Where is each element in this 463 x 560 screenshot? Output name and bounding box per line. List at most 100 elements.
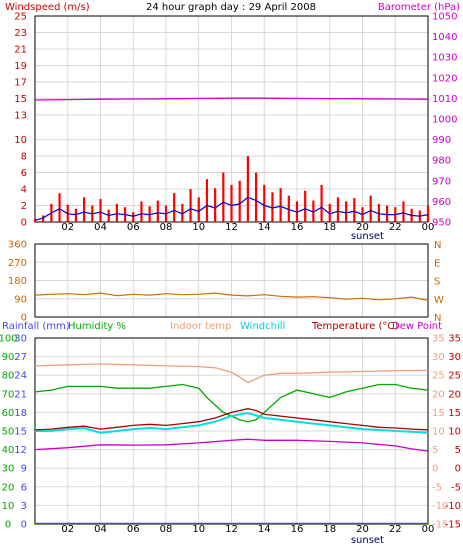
windspeed-tick-label: 10 [14, 135, 27, 146]
indoor-temp-tick-label: 5 [432, 445, 438, 456]
p1-x-tick-label: 04 [94, 222, 107, 233]
sunset-marker: sunset [351, 535, 384, 546]
windspeed-tick-label: 2 [21, 201, 27, 212]
compass-label: W [434, 295, 444, 306]
baro-line [34, 97, 429, 101]
temperature-label: Temperature (°C) [311, 321, 398, 332]
humidity-tick-label: 80 [2, 371, 15, 382]
barometer-axis-label: Barometer (hPa) [378, 2, 460, 13]
barometer-tick-label: 980 [432, 156, 451, 167]
humidity-tick-label: 100 [0, 334, 18, 345]
p3-x-tick-label: 10 [192, 524, 205, 535]
rainfall-tick-label: 30 [14, 334, 27, 345]
windspeed-tick-label: 13 [14, 110, 27, 121]
rainfall-tick-label: 27 [14, 352, 27, 363]
panel2-frame [34, 243, 429, 318]
p1-x-tick-label: 12 [225, 222, 238, 233]
chart-title: 24 hour graph day : 29 April 2008 [146, 2, 316, 13]
p1-x-tick-label: 08 [160, 222, 173, 233]
rainfall-tick-label: 24 [14, 371, 27, 382]
p1-x-tick-label: 20 [356, 222, 369, 233]
indoor-temp-tick-label: 15 [432, 408, 445, 419]
p3-x-tick-label: 20 [356, 524, 369, 535]
barometer-tick-label: 1030 [432, 53, 457, 64]
p1-x-tick-label: 06 [127, 222, 140, 233]
rainfall-tick-label: 6 [21, 482, 27, 493]
humidity-tick-label: 40 [2, 445, 15, 456]
indoor-temp-tick-label: -10 [432, 501, 448, 512]
humidity-axis-label: Humidity % [68, 321, 126, 332]
dewpoint-label: Dew Point [392, 321, 442, 332]
wind-line [34, 196, 429, 221]
barometer-tick-label: 1040 [432, 32, 457, 43]
compass-label: N [434, 240, 441, 251]
humidity-tick-label: 30 [2, 464, 15, 475]
windspeed-tick-label: 19 [14, 61, 27, 72]
p3-x-tick-label: 18 [323, 524, 336, 535]
p3-x-tick-label: 22 [389, 524, 402, 535]
temperature-tick-label: 30 [448, 352, 461, 363]
indoor-temp-tick-label: -5 [432, 482, 442, 493]
dewpoint-line [34, 438, 429, 452]
barometer-tick-label: 1010 [432, 94, 457, 105]
temperature-tick-label: -10 [445, 501, 461, 512]
temperature-tick-label: -5 [451, 482, 461, 493]
windspeed-tick-label: 0 [21, 218, 27, 229]
p1-x-tick-label: 10 [192, 222, 205, 233]
winddir-tick-label: 270 [8, 258, 27, 269]
rainfall-tick-label: 21 [14, 389, 27, 400]
indoor-line [34, 363, 429, 384]
rainfall-tick-label: 0 [21, 520, 27, 531]
rainfall-tick-label: 15 [14, 427, 27, 438]
windspeed-axis-label: Windspeed (m/s) [5, 2, 90, 13]
winddir-tick-label: 90 [14, 294, 27, 305]
indoor-temp-tick-label: 10 [432, 427, 445, 438]
indoor-temp-tick-label: -15 [432, 520, 448, 531]
sunset-marker: sunset [351, 231, 384, 242]
p3-x-tick-label: 08 [160, 524, 173, 535]
winddir-tick-label: 180 [8, 276, 27, 287]
p1-x-tick-label: 16 [291, 222, 304, 233]
temperature-tick-label: 20 [448, 389, 461, 400]
windchill-line [35, 412, 429, 434]
windspeed-tick-label: 4 [21, 185, 27, 196]
humidity-tick-label: 10 [2, 501, 15, 512]
p3-x-tick-label: 12 [225, 524, 238, 535]
rainfall-axis-label: Rainfall (mm) [2, 321, 70, 332]
indoor-temp-label: Indoor temp [170, 321, 231, 332]
windspeed-tick-label: 17 [14, 77, 27, 88]
humidity-tick-label: 50 [2, 427, 15, 438]
winddir-tick-label: 0 [21, 313, 27, 324]
temperature-tick-label: 0 [455, 464, 461, 475]
temperature-tick-label: -15 [445, 520, 461, 531]
temperature-tick-label: 25 [448, 371, 461, 382]
windspeed-tick-label: 21 [14, 44, 27, 55]
barometer-tick-label: 950 [432, 218, 451, 229]
p3-x-tick-label: 02 [61, 524, 74, 535]
barometer-tick-label: 970 [432, 176, 451, 187]
windspeed-tick-label: 8 [21, 152, 27, 163]
compass-label: N [434, 313, 441, 324]
indoor-temp-tick-label: 35 [432, 334, 445, 345]
p1-x-tick-label: 18 [323, 222, 336, 233]
rainfall-tick-label: 12 [14, 445, 27, 456]
indoor-temp-tick-label: 30 [432, 352, 445, 363]
p1-x-tick-label: 00 [422, 222, 435, 233]
p3-x-tick-label: 14 [258, 524, 271, 535]
barometer-tick-label: 1050 [432, 12, 457, 23]
temperature-tick-label: 15 [448, 408, 461, 419]
barometer-tick-label: 1000 [432, 115, 457, 126]
temperature-tick-label: 5 [455, 445, 461, 456]
rainfall-tick-label: 3 [21, 501, 27, 512]
temperature-tick-label: 35 [448, 334, 461, 345]
p3-x-tick-label: 04 [94, 524, 107, 535]
windspeed-tick-label: 6 [21, 168, 27, 179]
p3-x-tick-label: 00 [422, 524, 435, 535]
barometer-tick-label: 990 [432, 135, 451, 146]
temperature-tick-label: 10 [448, 427, 461, 438]
p1-x-tick-label: 22 [389, 222, 402, 233]
compass-label: S [434, 277, 440, 288]
humidity-line [34, 383, 429, 423]
